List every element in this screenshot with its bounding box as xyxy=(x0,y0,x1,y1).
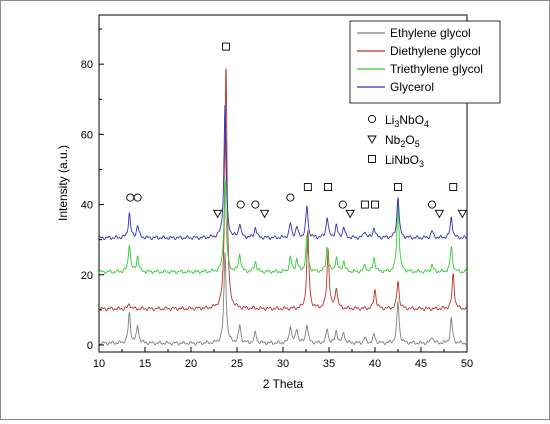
series-line-1 xyxy=(98,67,468,312)
y-tick-label: 80 xyxy=(81,59,93,71)
x-tick-label: 10 xyxy=(93,358,105,370)
phase-marker-square xyxy=(324,183,333,191)
phase-legend-label: Li3NbO4 xyxy=(385,113,429,129)
phase-marker-triangle-down xyxy=(259,209,270,219)
phase-marker-circle xyxy=(133,193,142,202)
y-tick-label: 40 xyxy=(81,200,93,212)
phase-markers xyxy=(126,42,468,219)
legend-box xyxy=(349,20,501,104)
legend-label: Ethylene glycol xyxy=(390,26,471,40)
phase-marker-triangle-down xyxy=(457,209,468,219)
x-tick-label: 35 xyxy=(323,358,335,370)
phase-marker-square xyxy=(303,183,312,191)
phase-marker-circle xyxy=(236,200,245,209)
series-layer xyxy=(98,67,468,346)
y-axis-title: Intensity (a.u.) xyxy=(56,145,70,221)
series-line-2 xyxy=(98,177,468,275)
phase-marker-triangle-down xyxy=(212,209,223,219)
x-tick-label: 50 xyxy=(461,358,473,370)
legend-label: Triethylene glycol xyxy=(390,62,483,76)
phase-marker-square xyxy=(371,200,379,209)
phase-legend-label: LiNbO3 xyxy=(385,153,424,169)
phase-marker-circle xyxy=(427,200,437,209)
y-tick-label: 0 xyxy=(87,340,93,352)
phase-marker-circle xyxy=(338,200,347,209)
phase-legend: Li3NbO4 Nb2O5 LiNbO3 xyxy=(367,113,429,169)
phase-marker-triangle-down xyxy=(345,209,355,219)
x-tick-label: 40 xyxy=(369,358,381,370)
series-line-3 xyxy=(98,104,468,241)
legend-label: Diethylene glycol xyxy=(390,44,481,58)
phase-legend-label: Nb2O5 xyxy=(385,133,420,149)
phase-legend-marker xyxy=(367,114,377,124)
phase-marker-square xyxy=(222,42,230,51)
x-tick-label: 25 xyxy=(231,358,243,370)
phase-marker-circle xyxy=(286,193,295,202)
phase-marker-circle xyxy=(126,193,135,202)
y-tick-label: 20 xyxy=(81,270,93,282)
x-tick-label: 30 xyxy=(277,358,289,370)
x-tick-label: 20 xyxy=(185,358,197,370)
phase-legend-marker xyxy=(368,155,376,163)
phase-legend-marker xyxy=(367,135,377,144)
x-tick-label: 15 xyxy=(139,358,151,370)
x-tick-label: 45 xyxy=(415,358,427,370)
axes: 10 15 20 25 30 35 40 45 50 0 20 40 60 80 xyxy=(81,28,473,370)
phase-marker-square xyxy=(449,183,458,191)
phase-marker-triangle-down xyxy=(434,209,445,219)
legend-label: Glycerol xyxy=(390,80,434,94)
phase-marker-circle xyxy=(251,200,260,209)
phase-marker-square xyxy=(394,183,402,191)
x-axis-title: 2 Theta xyxy=(263,377,304,391)
y-tick-label: 60 xyxy=(81,129,93,141)
legend: Ethylene glycol Diethylene glycol Triethyl… xyxy=(349,20,501,104)
legend-series: Ethylene glycol Diethylene glycol Triethyl… xyxy=(357,26,483,94)
phase-marker-square xyxy=(360,200,369,209)
series-line-0 xyxy=(98,252,468,346)
